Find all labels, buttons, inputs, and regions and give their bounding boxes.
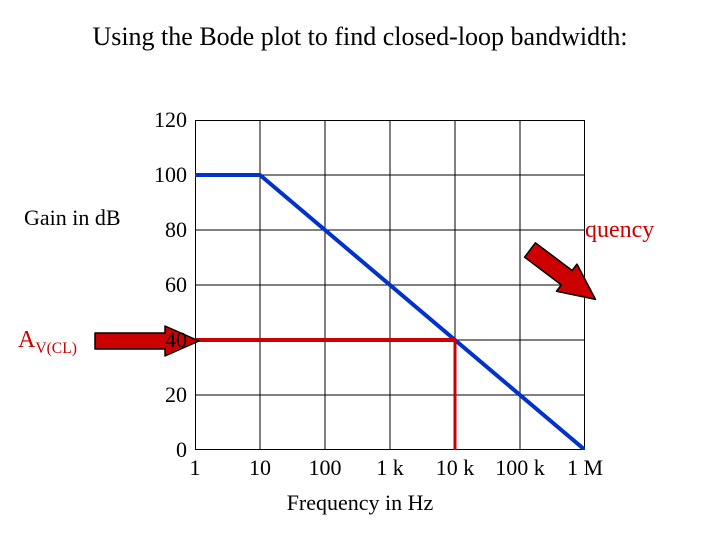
xtick-1: 1 [190,455,201,481]
ytick-120: 120 [154,107,187,133]
xtick-1k: 1 k [376,455,404,481]
xtick-10: 10 [249,455,271,481]
avcl-label: AV(CL) [18,327,77,358]
ytick-20: 20 [165,382,187,408]
break-frequency-arrow [445,240,545,350]
xtick-10k: 10 k [436,455,475,481]
ytick-80: 80 [165,217,187,243]
xtick-1M: 1 M [567,455,603,481]
ytick-100: 100 [154,162,187,188]
xtick-100: 100 [309,455,342,481]
chart-title: Using the Bode plot to find closed-loop … [0,22,720,52]
ytick-60: 60 [165,272,187,298]
ytick-0: 0 [176,437,187,463]
ytick-40: 40 [165,327,187,353]
xtick-100k: 100 k [495,455,545,481]
x-axis-label: Frequency in Hz [0,490,720,516]
y-axis-label: Gain in dB [24,205,121,231]
